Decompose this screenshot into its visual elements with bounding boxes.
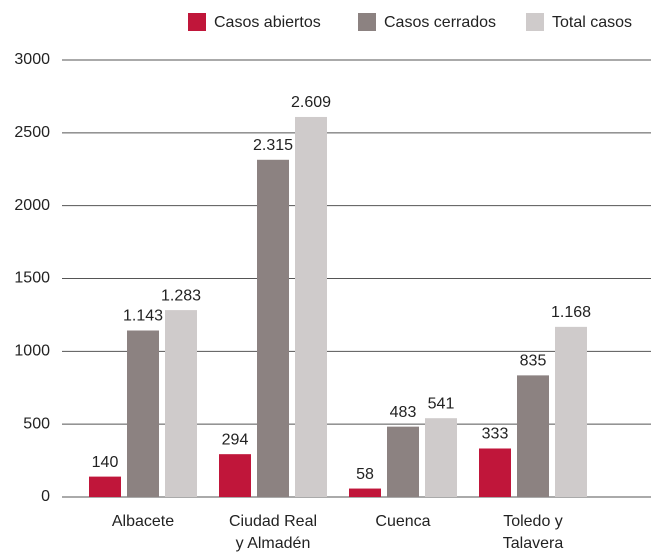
y-tick-label: 500 xyxy=(23,415,50,432)
value-label: 541 xyxy=(428,395,455,412)
bar xyxy=(257,159,289,497)
value-label: 2.609 xyxy=(291,94,331,111)
legend-label: Casos cerrados xyxy=(384,14,496,31)
y-tick-label: 0 xyxy=(41,488,50,505)
bar xyxy=(89,476,121,497)
legend-swatch xyxy=(526,13,544,31)
bar xyxy=(555,326,587,497)
y-tick-label: 3000 xyxy=(14,51,50,68)
bar xyxy=(127,330,159,497)
value-label: 333 xyxy=(482,426,509,443)
bar xyxy=(425,418,457,497)
value-label: 2.315 xyxy=(253,137,293,154)
x-tick-label: Ciudad Real y Almadén xyxy=(228,513,318,552)
x-tick-label: Albacete xyxy=(111,513,175,530)
legend-swatch xyxy=(358,13,376,31)
legend-swatch xyxy=(188,13,206,31)
value-label: 140 xyxy=(92,454,119,471)
value-label: 1.143 xyxy=(123,308,163,325)
bar xyxy=(349,488,381,497)
bar xyxy=(517,375,549,497)
value-label: 1.283 xyxy=(161,287,201,304)
value-label: 835 xyxy=(520,353,547,370)
y-tick-label: 1000 xyxy=(14,343,50,360)
x-tick-label: Toledo y Talavera xyxy=(502,513,564,552)
value-label: 1.168 xyxy=(551,304,591,321)
value-label: 58 xyxy=(356,466,374,483)
legend-label: Total casos xyxy=(552,14,632,31)
bar xyxy=(165,310,197,497)
y-tick-label: 1500 xyxy=(14,270,50,287)
bar xyxy=(479,448,511,497)
y-tick-label: 2500 xyxy=(14,124,50,141)
value-label: 483 xyxy=(390,404,417,421)
legend-label: Casos abiertos xyxy=(214,14,321,31)
value-label: 294 xyxy=(222,431,249,448)
x-tick-label: Cuenca xyxy=(375,513,431,530)
bar xyxy=(295,116,327,498)
bar xyxy=(219,454,251,497)
bar xyxy=(387,426,419,497)
y-tick-label: 2000 xyxy=(14,197,50,214)
